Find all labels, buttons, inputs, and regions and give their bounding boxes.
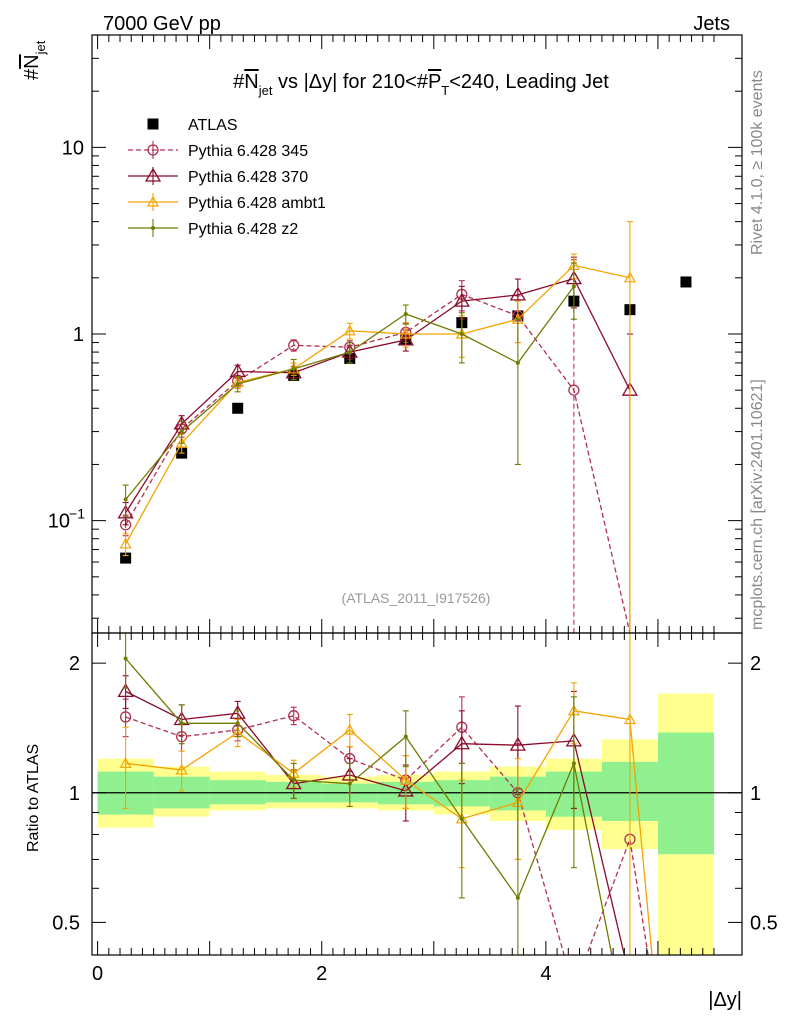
legend-marker: [151, 226, 155, 230]
header-right: Jets: [693, 13, 730, 35]
data-point: [232, 402, 244, 414]
ratio-point: [291, 778, 296, 783]
y-tick-label: 1: [73, 324, 84, 346]
data-point: [623, 271, 636, 283]
ratio-series-0: [119, 696, 649, 955]
band-inner: [657, 732, 714, 855]
ratio-point: [288, 710, 300, 722]
legend-marker: [147, 118, 159, 130]
ratio-frame: [91, 632, 743, 956]
legend-marker: [146, 195, 160, 207]
data-point: [117, 504, 134, 519]
ratio-point: [179, 721, 184, 726]
ratio-y-tick-label-right: 1: [750, 783, 761, 805]
series-1: [119, 259, 631, 634]
legend-label: Pythia 6.428 ambt1: [188, 195, 326, 212]
data-point: [347, 350, 352, 355]
ratio-point: [515, 895, 520, 900]
ratio-line: [125, 690, 625, 955]
data-point: [459, 332, 464, 336]
ratio-point: [403, 734, 408, 739]
series-line: [125, 277, 631, 514]
ratio-point: [119, 757, 132, 769]
ratio-panel: 0.5 0.5 1 1 2 2 0 2 4 Ratio to ATLAS |Δy|: [25, 632, 778, 1011]
x-tick-label: 2: [316, 963, 327, 985]
legend-item-2: Pythia 6.428 370: [128, 167, 308, 186]
ratio-point: [453, 735, 470, 750]
data-point: [680, 276, 692, 288]
legend-label: Pythia 6.428 z2: [188, 221, 298, 238]
legend: ATLAS Pythia 6.428 345 Pythia 6.428 370 Pyt…: [128, 117, 326, 238]
y-tick-label: 10: [48, 511, 70, 533]
data-point: [453, 292, 470, 307]
series-line: [125, 264, 631, 545]
ratio-point: [117, 683, 134, 698]
y-tick-label: 10: [62, 137, 84, 159]
data-point: [235, 381, 240, 386]
legend-item-1: Pythia 6.428 345: [128, 141, 308, 160]
ratio-y-tick-label: 1: [69, 783, 80, 805]
legend-item-3: Pythia 6.428 ambt1: [128, 193, 326, 212]
ratio-point: [509, 736, 526, 751]
ratio-line: [125, 658, 613, 955]
ratio-point: [343, 723, 356, 735]
data-point: [399, 327, 412, 339]
ratio-point: [571, 761, 576, 766]
series-line: [125, 293, 631, 634]
data-point: [343, 324, 356, 336]
ratio-point: [347, 781, 352, 786]
y-tick-label-exponent: −1: [69, 506, 85, 522]
ratio-point: [399, 773, 412, 785]
data-point: [123, 497, 128, 502]
legend-label: ATLAS: [188, 117, 238, 134]
main-title: #Njet vs |Δy| for 210<#PT<240, Leading J…: [233, 71, 609, 98]
data-point: [291, 366, 296, 371]
data-point: [509, 286, 526, 301]
data-point: [120, 552, 132, 564]
x-tick-label: 4: [540, 963, 551, 985]
x-axis-label: |Δy|: [708, 989, 742, 1011]
side-label-mcplots: mcplots.cern.ch [arXiv:2401.10621]: [749, 379, 766, 630]
legend-item-0: ATLAS: [147, 117, 238, 134]
main-ylabel: #Njet: [21, 40, 48, 80]
series-4: [122, 262, 577, 518]
legend-item-4: Pythia 6.428 z2: [128, 219, 298, 238]
x-tick-label: 0: [92, 963, 103, 985]
series-2: [117, 256, 639, 633]
ratio-point: [119, 711, 132, 723]
ratio-y-tick-label: 0.5: [52, 912, 80, 934]
header-left: 7000 GeV pp: [103, 13, 221, 35]
legend-marker: [144, 167, 162, 182]
series-line: [125, 286, 575, 500]
legend-label: Pythia 6.428 345: [188, 143, 308, 160]
legend-label: Pythia 6.428 370: [188, 169, 308, 186]
data-point: [571, 284, 576, 289]
analysis-watermark: (ATLAS_2011_I917526): [342, 590, 491, 606]
ratio-y-tick-label-right: 0.5: [750, 912, 778, 934]
data-point: [515, 360, 520, 365]
data-point: [403, 311, 408, 316]
ratio-point: [623, 713, 636, 725]
ratio-point: [175, 763, 188, 775]
data-point: [288, 339, 300, 351]
ratio-y-tick-label-right: 2: [750, 653, 761, 675]
side-label-rivet: Rivet 4.1.0, ≥ 100k events: [749, 70, 766, 255]
data-point: [179, 429, 184, 434]
ratio-point: [123, 656, 128, 661]
ratio-ylabel: Ratio to ATLAS: [25, 744, 42, 852]
data-point: [119, 537, 132, 549]
data-point: [568, 384, 580, 396]
ratio-point: [235, 721, 240, 726]
ratio-series-3: [122, 633, 613, 955]
ratio-y-tick-label: 2: [69, 653, 80, 675]
legend-marker: [147, 144, 159, 156]
ratio-point: [459, 816, 464, 821]
